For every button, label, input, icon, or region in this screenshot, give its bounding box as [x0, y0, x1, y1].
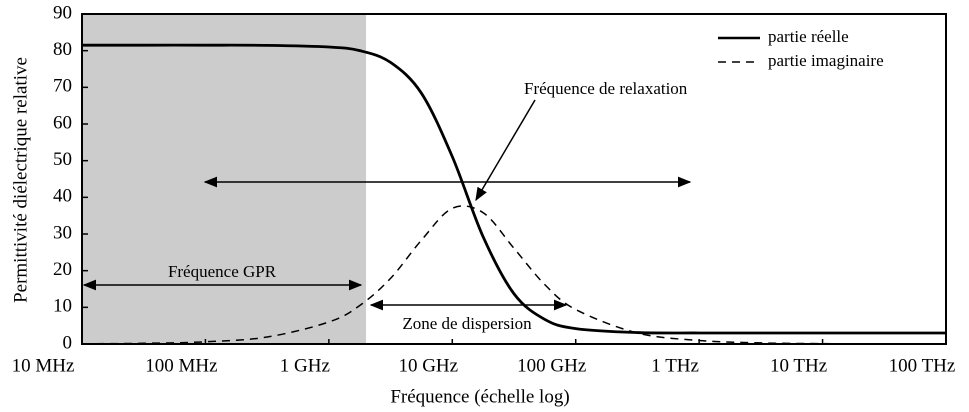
x-axis-title: Fréquence (échelle log) — [390, 386, 569, 407]
x-tick-label: 100 THz — [889, 355, 956, 376]
y-tick-label: 50 — [53, 149, 72, 170]
series-line — [81, 205, 947, 345]
y-tick-label: 0 — [63, 332, 73, 353]
y-tick-label: 30 — [53, 222, 72, 243]
x-tick-label: 10 THz — [770, 355, 827, 376]
x-tick-label: 10 GHz — [398, 355, 458, 376]
y-axis-title: Permittivité diélectrique relative — [10, 57, 31, 303]
y-tick-label: 40 — [53, 186, 72, 207]
x-tick-label: 100 MHz — [145, 355, 217, 376]
legend-label: partie imaginaire — [768, 51, 884, 70]
series-line — [82, 43, 946, 335]
y-tick-label: 80 — [53, 39, 72, 60]
y-tick-label: 10 — [53, 296, 72, 317]
y-tick-label: 20 — [53, 259, 72, 280]
annotation: Fréquence de relaxation — [524, 79, 688, 98]
annotation: Fréquence GPR — [168, 262, 277, 281]
shaded-band — [82, 14, 367, 344]
x-tick-label: 10 MHz — [12, 355, 75, 376]
annotation: Zone de dispersion — [402, 314, 532, 333]
plot-frame — [81, 13, 947, 345]
arrow — [475, 99, 536, 202]
y-tick-label: 70 — [53, 76, 72, 97]
y-tick-label: 60 — [53, 112, 72, 133]
legend-label: partie réelle — [768, 27, 849, 46]
x-tick-label: 1 THz — [651, 355, 699, 376]
x-tick-label: 100 GHz — [517, 355, 586, 376]
y-tick-label: 90 — [53, 2, 72, 23]
x-tick-label: 1 GHz — [280, 355, 330, 376]
